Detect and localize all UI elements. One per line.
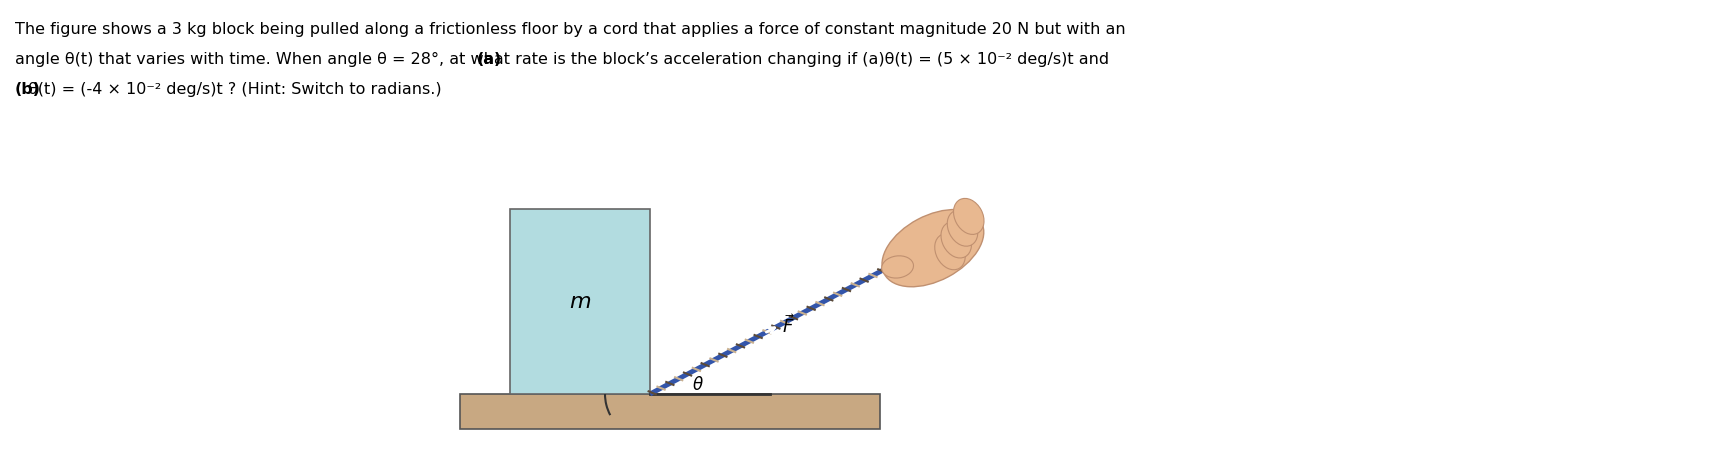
Ellipse shape [947, 211, 978, 246]
Text: (b): (b) [15, 82, 41, 97]
Text: θ: θ [692, 375, 703, 393]
Ellipse shape [881, 210, 984, 287]
Bar [510, 210, 649, 394]
Text: angle θ(t) that varies with time. When angle θ = 28°, at what rate is the block’: angle θ(t) that varies with time. When a… [15, 52, 1110, 67]
Text: θ(t) = (-4 × 10⁻² deg/s)t ? (Hint: Switch to radians.): θ(t) = (-4 × 10⁻² deg/s)t ? (Hint: Switc… [27, 82, 442, 97]
Text: The figure shows a 3 kg block being pulled along a frictionless floor by a cord : The figure shows a 3 kg block being pull… [15, 22, 1125, 37]
Ellipse shape [953, 199, 984, 235]
Ellipse shape [935, 234, 966, 270]
Bar [460, 394, 880, 429]
Ellipse shape [881, 256, 914, 279]
Text: (a): (a) [476, 52, 502, 67]
Ellipse shape [941, 223, 971, 258]
Text: m: m [569, 292, 591, 312]
Text: $\vec{F}$: $\vec{F}$ [782, 314, 794, 337]
